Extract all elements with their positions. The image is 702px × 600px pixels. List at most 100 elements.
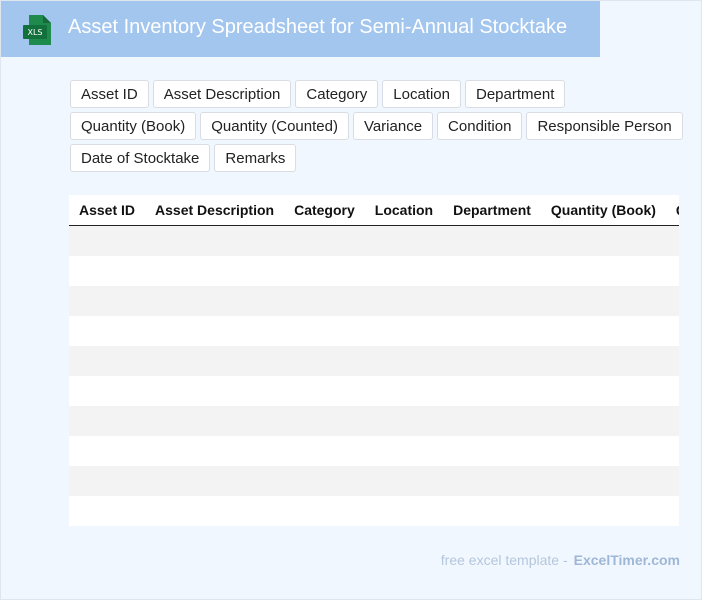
table-row xyxy=(69,436,679,466)
table-cell xyxy=(540,406,666,436)
table-cell xyxy=(443,286,541,316)
table-cell xyxy=(443,225,541,256)
tag: Condition xyxy=(437,112,523,140)
icon-label: XLS xyxy=(27,28,42,37)
table-cell xyxy=(69,286,146,316)
footer: free excel template - ExcelTimer.com xyxy=(441,552,680,568)
tag: Date of Stocktake xyxy=(70,144,211,172)
table-row xyxy=(69,466,679,496)
table-cell xyxy=(443,256,541,286)
title: Asset Inventory Spreadsheet for Semi-Ann… xyxy=(68,16,568,38)
table-cell xyxy=(540,346,666,376)
table-cell xyxy=(540,286,666,316)
header: XLS Asset Inventory Spreadsheet for Semi… xyxy=(1,1,600,57)
table-cell xyxy=(443,316,541,346)
table-cell xyxy=(284,316,365,346)
table-cell xyxy=(540,225,666,256)
table-cell xyxy=(443,376,541,406)
table-cell xyxy=(145,406,285,436)
tag: Responsible Person xyxy=(526,112,683,140)
table-cell xyxy=(145,256,284,286)
table-cell xyxy=(541,376,666,406)
table-row xyxy=(69,316,679,346)
table-cell xyxy=(365,436,443,466)
table-cell xyxy=(365,376,443,406)
table-cell xyxy=(541,436,666,466)
table-cell xyxy=(666,316,679,346)
tag: Quantity (Book) xyxy=(70,112,197,140)
tag: Quantity (Counted) xyxy=(200,112,349,140)
table-cell xyxy=(666,376,679,406)
table-cell xyxy=(443,466,541,496)
column-header: Department xyxy=(443,195,541,226)
table-cell xyxy=(145,346,285,376)
table-row xyxy=(69,406,679,436)
table-cell xyxy=(666,496,679,526)
table-cell xyxy=(69,496,145,526)
table-cell xyxy=(69,316,145,346)
table-cell xyxy=(443,346,541,376)
tag: Department xyxy=(465,80,566,108)
table-cell xyxy=(364,225,444,256)
table-cell xyxy=(69,225,146,256)
table-row xyxy=(69,286,679,316)
table-cell xyxy=(284,376,365,406)
table-cell xyxy=(665,225,679,256)
tag: Asset Description xyxy=(152,80,292,108)
column-header: Asset Description xyxy=(145,195,285,226)
table-cell xyxy=(69,376,145,406)
table-cell xyxy=(665,346,679,376)
table-cell xyxy=(365,316,443,346)
table-cell xyxy=(365,256,443,286)
table-cell xyxy=(541,316,666,346)
table-row xyxy=(69,376,679,406)
table-cell xyxy=(443,496,541,526)
footer-brand[interactable]: ExcelTimer.com xyxy=(573,552,680,568)
column-header: Asset ID xyxy=(69,195,146,226)
table-cell xyxy=(666,436,679,466)
column-header: Category xyxy=(284,195,365,226)
header-row: Asset ID Asset Description Category Locatio… xyxy=(69,195,679,226)
table: Asset ID Asset Description Category Locatio… xyxy=(69,195,679,526)
table-cell xyxy=(145,225,285,256)
table-cell xyxy=(145,436,284,466)
table-cell xyxy=(364,346,444,376)
table-cell xyxy=(145,466,285,496)
table-cell xyxy=(443,436,541,466)
table-cell xyxy=(145,376,284,406)
table-grid: Asset ID Asset Description Category Locatio… xyxy=(69,195,679,526)
table-row xyxy=(69,346,679,376)
table-cell xyxy=(69,466,146,496)
table-row xyxy=(69,496,679,526)
table-cell xyxy=(284,286,365,316)
column-header: Quantity (Book) xyxy=(540,195,666,226)
table-cell xyxy=(540,466,666,496)
tag: Variance xyxy=(352,112,434,140)
table-cell xyxy=(443,406,541,436)
file-icon: XLS xyxy=(23,15,51,45)
table-cell xyxy=(284,436,365,466)
table-cell xyxy=(145,496,284,526)
tag: Asset ID xyxy=(70,80,149,108)
table-cell xyxy=(284,466,365,496)
table-cell xyxy=(364,406,444,436)
tag: Category xyxy=(295,80,379,108)
table-cell xyxy=(69,256,145,286)
table-cell xyxy=(69,436,145,466)
table-cell xyxy=(665,466,679,496)
table-cell xyxy=(145,286,285,316)
table-cell xyxy=(364,286,444,316)
footer-text: free excel template - xyxy=(440,552,568,568)
tag-list: Asset ID Asset Description Category Locatio… xyxy=(70,80,690,172)
tag: Remarks xyxy=(214,144,297,172)
table-cell xyxy=(284,496,365,526)
table-cell xyxy=(145,316,284,346)
column-header: Location xyxy=(364,195,444,226)
table-row xyxy=(69,225,679,256)
table-cell xyxy=(69,406,146,436)
table-row xyxy=(69,256,679,286)
table-cell xyxy=(541,496,666,526)
tag: Location xyxy=(382,80,461,108)
table-cell xyxy=(364,466,444,496)
